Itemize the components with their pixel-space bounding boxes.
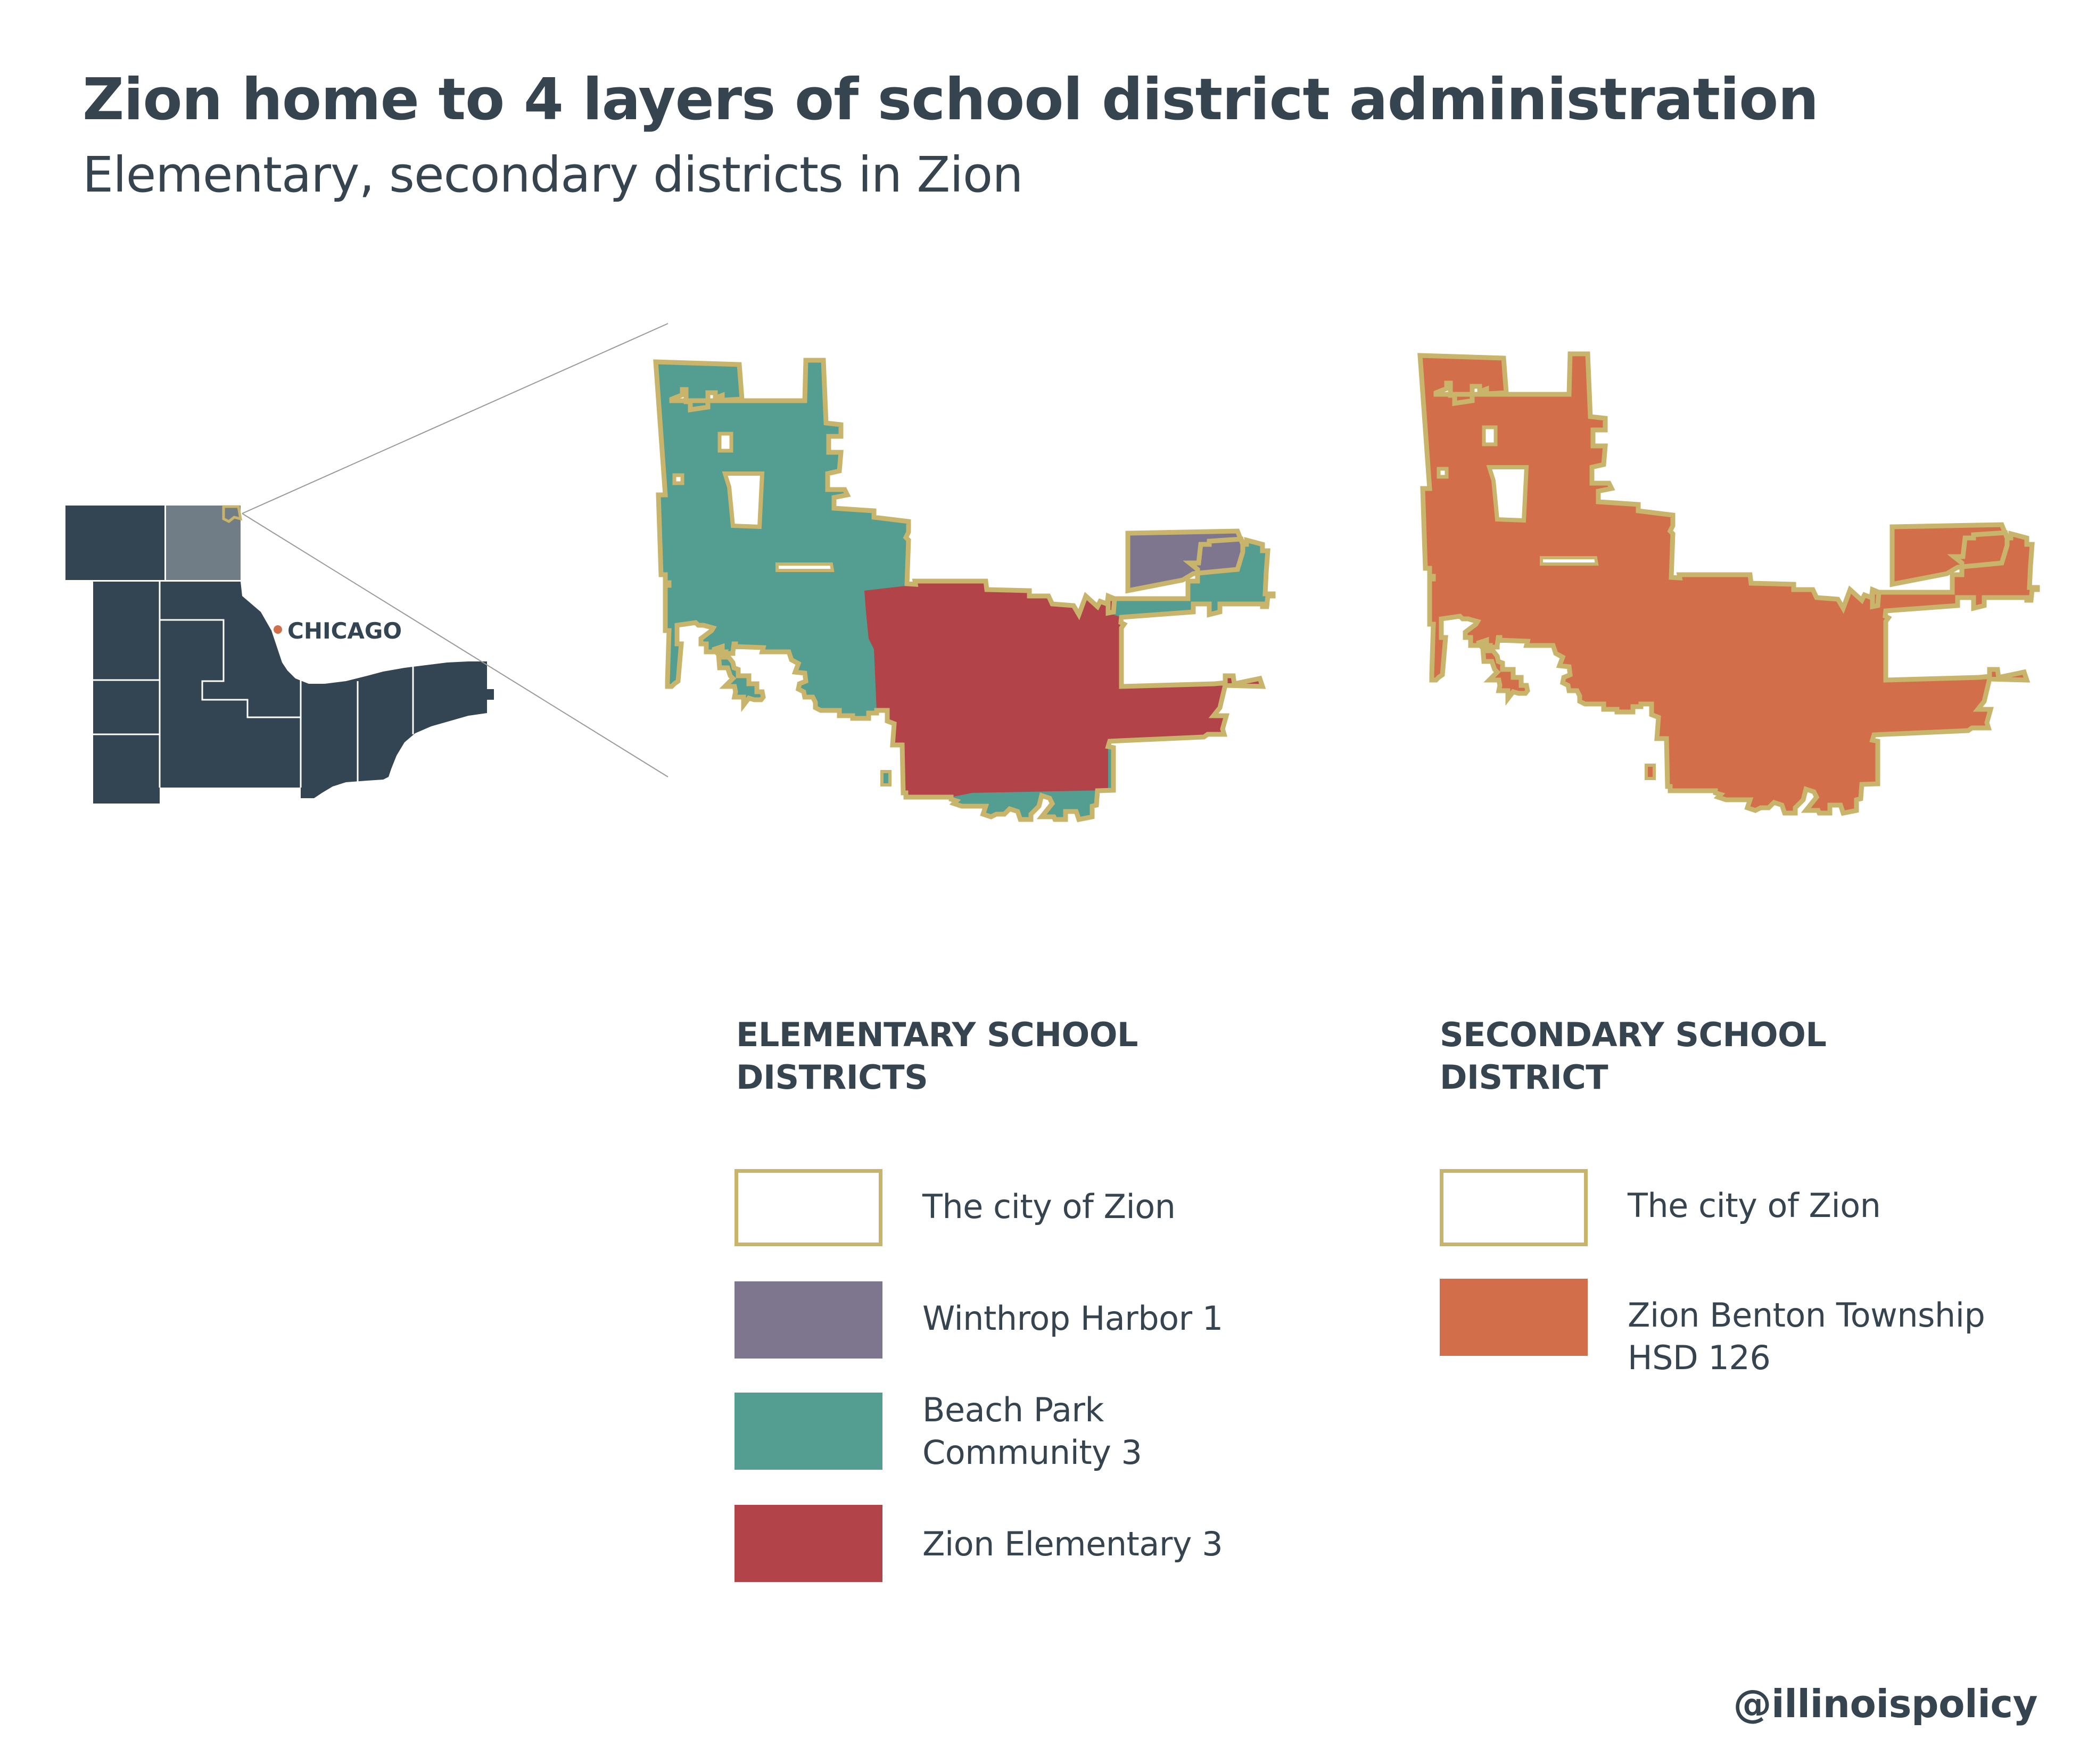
legend-swatch-city-outline-secondary xyxy=(1440,1169,1588,1246)
legend-label-winthrop-harbor: Winthrop Harbor 1 xyxy=(922,1299,1223,1338)
zoom-line-bottom xyxy=(242,513,669,777)
legend-swatch-beach-park xyxy=(734,1393,882,1470)
legend-swatch-city-outline xyxy=(734,1169,882,1246)
zion-benton-district xyxy=(1420,354,2037,813)
zion-marker xyxy=(222,505,243,523)
legend-swatch-zion-elementary xyxy=(734,1505,882,1582)
hole xyxy=(722,471,765,529)
secondary-district-map xyxy=(1420,354,2037,813)
regional-counties xyxy=(93,582,494,804)
hole xyxy=(1437,467,1449,479)
hole xyxy=(717,432,733,453)
credit-handle: @illinoispolicy xyxy=(1733,1682,2038,1726)
legend-swatch-winthrop-harbor xyxy=(734,1281,882,1359)
county-borders xyxy=(93,582,414,788)
hole xyxy=(672,473,684,485)
hole xyxy=(1540,556,1599,566)
lake-county xyxy=(166,506,241,580)
mchenry-county xyxy=(65,506,164,580)
legend-label-zion-elementary: Zion Elementary 3 xyxy=(922,1525,1223,1563)
locator-map: CHICAGO xyxy=(65,323,669,804)
page-title: Zion home to 4 layers of school district… xyxy=(82,67,1819,133)
legend-secondary-heading: SECONDARY SCHOOL DISTRICT xyxy=(1440,1015,1827,1097)
page-subtitle: Elementary, secondary districts in Zion xyxy=(82,146,1023,203)
enclave xyxy=(1645,764,1656,780)
legend-label-beach-park: Beach Park Community 3 xyxy=(922,1390,1142,1472)
legend-elementary-heading: ELEMENTARY SCHOOL DISTRICTS xyxy=(736,1015,1138,1097)
hole xyxy=(1482,425,1498,446)
legend-label-city-secondary: The city of Zion xyxy=(1628,1186,1881,1225)
zion-elementary-district xyxy=(864,581,1262,797)
legend-label-zion-benton: Zion Benton Township HSD 126 xyxy=(1628,1296,1985,1377)
chicago-label: CHICAGO xyxy=(287,618,402,644)
zoom-line-top xyxy=(242,323,669,514)
elementary-districts-map xyxy=(656,360,1273,819)
enclave xyxy=(880,770,892,786)
hole xyxy=(775,562,835,572)
hole xyxy=(1486,465,1529,523)
legend-swatch-zion-benton xyxy=(1440,1279,1588,1356)
chicago-dot xyxy=(274,625,282,634)
legend-label-city: The city of Zion xyxy=(922,1187,1176,1226)
